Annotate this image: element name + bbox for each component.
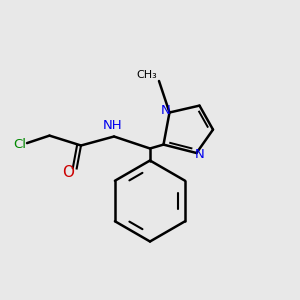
Text: O: O <box>62 165 74 180</box>
Text: N: N <box>195 148 205 161</box>
Text: NH: NH <box>103 119 122 132</box>
Text: Cl: Cl <box>13 138 26 151</box>
Text: CH₃: CH₃ <box>137 70 158 80</box>
Text: N: N <box>161 104 171 118</box>
